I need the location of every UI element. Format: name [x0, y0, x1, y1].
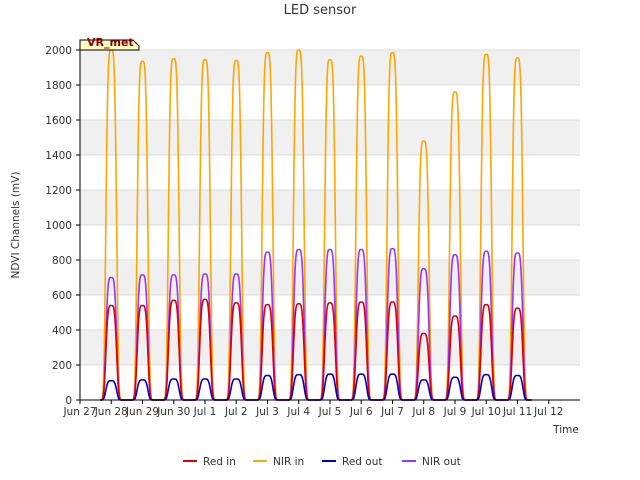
legend-label: NIR in [273, 456, 304, 468]
x-tick-label: Jun 30 [156, 406, 190, 418]
x-tick-label: Jul 10 [471, 406, 501, 418]
y-tick-label: 800 [52, 255, 72, 267]
legend-item: Red in [183, 456, 236, 468]
y-tick-label: 1800 [45, 80, 72, 92]
badge-text: VR_met [87, 36, 134, 49]
y-axis-label: NDVI Channels (mV) [10, 172, 22, 279]
background-band [80, 50, 580, 85]
background-band [80, 85, 580, 120]
x-tick-label: Jul 7 [380, 406, 404, 418]
x-tick-label: Jul 8 [411, 406, 435, 418]
legend-item: NIR in [253, 456, 304, 468]
x-tick-label: Jul 3 [255, 406, 279, 418]
background-band [80, 120, 580, 155]
chart-title: LED sensor [284, 3, 357, 18]
legend-label: Red out [342, 456, 382, 468]
y-tick-label: 1400 [45, 150, 72, 162]
x-tick-label: Jul 9 [443, 406, 467, 418]
x-tick-label: Jul 12 [533, 406, 563, 418]
y-tick-label: 1200 [45, 185, 72, 197]
legend-label: NIR out [422, 456, 461, 468]
y-tick-label: 200 [52, 360, 72, 372]
y-tick-label: 400 [52, 325, 72, 337]
x-tick-label: Jul 2 [224, 406, 248, 418]
plot-background [80, 50, 580, 400]
y-tick-label: 1000 [45, 220, 72, 232]
badge-box [79, 39, 140, 51]
x-tick-label: Jun 28 [94, 406, 128, 418]
x-tick-label: Jul 1 [193, 406, 217, 418]
legend-item: Red out [322, 456, 382, 468]
y-tick-label: 600 [52, 290, 72, 302]
background-band [80, 260, 580, 295]
x-tick-label: Jun 29 [125, 406, 159, 418]
x-tick-label: Jul 6 [349, 406, 373, 418]
station-badge: VR_met [79, 36, 140, 51]
background-band [80, 155, 580, 190]
y-tick-label: 2000 [45, 45, 72, 57]
background-band [80, 295, 580, 330]
x-tick-label: Jul 4 [286, 406, 310, 418]
x-tick-label: Jun 27 [62, 406, 96, 418]
x-tick-label: Jul 5 [318, 406, 342, 418]
background-band [80, 225, 580, 260]
legend-item: NIR out [402, 456, 461, 468]
background-band [80, 365, 580, 400]
y-tick-label: 0 [65, 395, 72, 407]
legend-label: Red in [203, 456, 236, 468]
background-band [80, 190, 580, 225]
background-band [80, 330, 580, 365]
x-axis-label: Time [552, 424, 579, 436]
axes: 0 200 400 600 800 1000 1200 1400 1600 1800 2000 Jun… [45, 45, 580, 418]
y-tick-label: 1600 [45, 115, 72, 127]
x-tick-label: Jul 11 [502, 406, 532, 418]
legend: Red in NIR in Red out NIR out [183, 456, 461, 468]
